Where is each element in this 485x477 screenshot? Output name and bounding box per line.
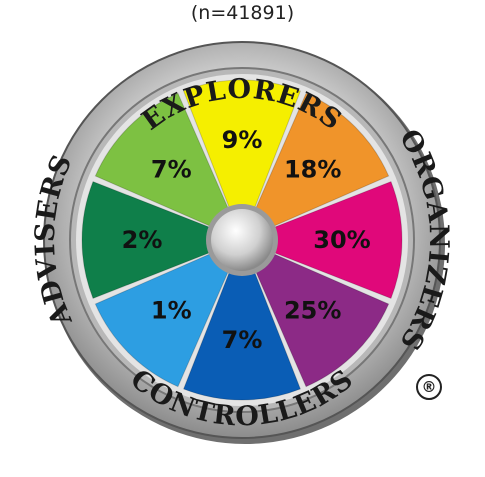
slice-value-label: 18% — [284, 155, 341, 183]
slice-value-label: 7% — [151, 155, 192, 183]
slice-value-label: 30% — [313, 226, 370, 254]
slice-value-label: 2% — [122, 226, 163, 254]
slice-value-label: 9% — [222, 126, 263, 154]
slice-labels: 9% 18% 30% 25% 7% 1% 2% 7% — [122, 126, 371, 354]
slice-value-label: 25% — [284, 297, 341, 325]
slice-value-label: 7% — [222, 326, 263, 354]
center-hub — [211, 209, 273, 271]
chart-subtitle: (n=41891) — [190, 2, 295, 24]
registered-trademark-mark: ® — [416, 374, 442, 400]
slice-value-label: 1% — [151, 297, 192, 325]
